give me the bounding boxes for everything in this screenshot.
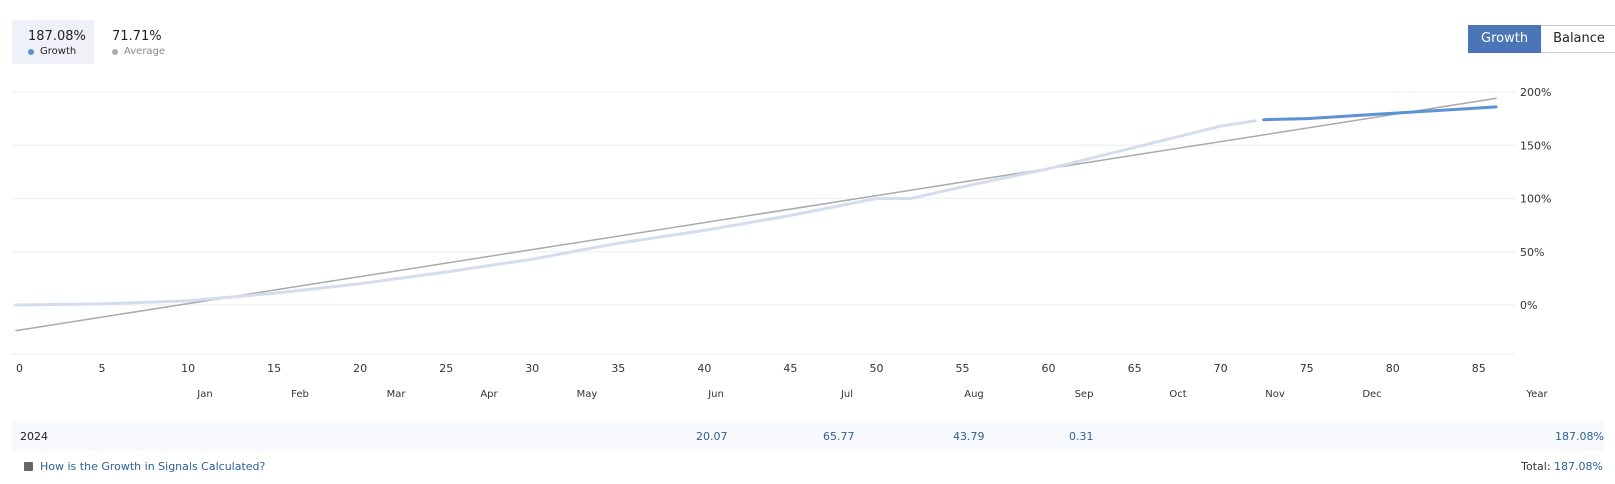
y-tick-label: 50%: [1520, 246, 1544, 259]
x-tick-label: 60: [1042, 362, 1056, 375]
month-label: May: [577, 389, 598, 400]
x-tick-label: 85: [1472, 362, 1486, 375]
growth-stat[interactable]: 187.08% Growth: [12, 20, 94, 64]
x-tick-label: 0: [16, 362, 23, 375]
growth-button[interactable]: Growth: [1468, 25, 1542, 53]
average-stat[interactable]: 71.71% Average: [96, 20, 182, 64]
x-tick-label: 70: [1214, 362, 1228, 375]
x-tick-label: 25: [439, 362, 453, 375]
year-cell-jul[interactable]: 65.77: [823, 430, 855, 443]
x-tick-label: 80: [1386, 362, 1400, 375]
series-line-growth: [1262, 105, 1498, 122]
x-tick-label: 5: [99, 362, 106, 375]
book-icon: [24, 462, 33, 471]
x-tick-label: 40: [697, 362, 711, 375]
growth-calculation-link-text[interactable]: How is the Growth in Signals Calculated?: [40, 460, 266, 473]
footer-total-value: 187.08%: [1554, 460, 1603, 473]
x-tick-label: 20: [353, 362, 367, 375]
month-label: Oct: [1169, 389, 1186, 400]
year-row: 2024 20.07 65.77 43.79 0.31 187.08%: [12, 421, 1604, 451]
chart-mode-toggle: Growth Balance: [1468, 25, 1615, 53]
month-label: Aug: [964, 389, 984, 400]
y-tick-label: 100%: [1520, 193, 1551, 206]
x-tick-label: 30: [525, 362, 539, 375]
series-line-growth: [14, 119, 1257, 307]
x-tick-label: 45: [783, 362, 797, 375]
year-total[interactable]: 187.08%: [1555, 430, 1604, 443]
footer-total: Total: 187.08%: [1521, 460, 1603, 473]
y-tick-label: 200%: [1520, 86, 1551, 99]
growth-value: 187.08%: [28, 29, 86, 44]
x-tick-label: 55: [956, 362, 970, 375]
month-label: Nov: [1265, 389, 1285, 400]
average-dot-icon: [112, 49, 118, 55]
y-tick-label: 0%: [1520, 299, 1537, 312]
x-tick-label: 75: [1300, 362, 1314, 375]
x-tick-label: 35: [611, 362, 625, 375]
x-tick-label: 10: [181, 362, 195, 375]
average-label-row: Average: [112, 45, 166, 59]
year-cell-jun[interactable]: 20.07: [696, 430, 728, 443]
month-label: Dec: [1362, 389, 1381, 400]
growth-calculation-link[interactable]: How is the Growth in Signals Calculated?: [24, 460, 265, 473]
y-tick-label: 150%: [1520, 139, 1551, 152]
growth-dot-icon: [28, 49, 34, 55]
month-label: Jan: [196, 389, 212, 400]
year-label: 2024: [20, 430, 48, 443]
x-tick-label: 65: [1128, 362, 1142, 375]
x-tick-label: 15: [267, 362, 281, 375]
year-cell-sep[interactable]: 0.31: [1069, 430, 1094, 443]
year-cell-aug[interactable]: 43.79: [953, 430, 985, 443]
month-label: Sep: [1075, 389, 1094, 400]
balance-button[interactable]: Balance: [1541, 25, 1615, 53]
x-tick-label: 50: [869, 362, 883, 375]
month-label: Jul: [840, 389, 853, 400]
average-label: Average: [124, 46, 166, 57]
growth-chart: 200% 150% 100% 50% 0% 0 5 10 15 20 25 30 35 40 45 50 55 6…: [12, 86, 1551, 400]
month-label: Feb: [291, 389, 309, 400]
series-line-average: [15, 97, 1497, 332]
month-label: Mar: [387, 389, 407, 400]
month-label: Jun: [707, 389, 724, 400]
growth-label-row: Growth: [28, 45, 78, 59]
month-label: Year: [1525, 389, 1548, 400]
month-label: Apr: [480, 389, 498, 400]
average-value: 71.71%: [112, 29, 162, 44]
growth-label: Growth: [40, 46, 77, 57]
footer-total-label: Total:: [1521, 460, 1551, 473]
